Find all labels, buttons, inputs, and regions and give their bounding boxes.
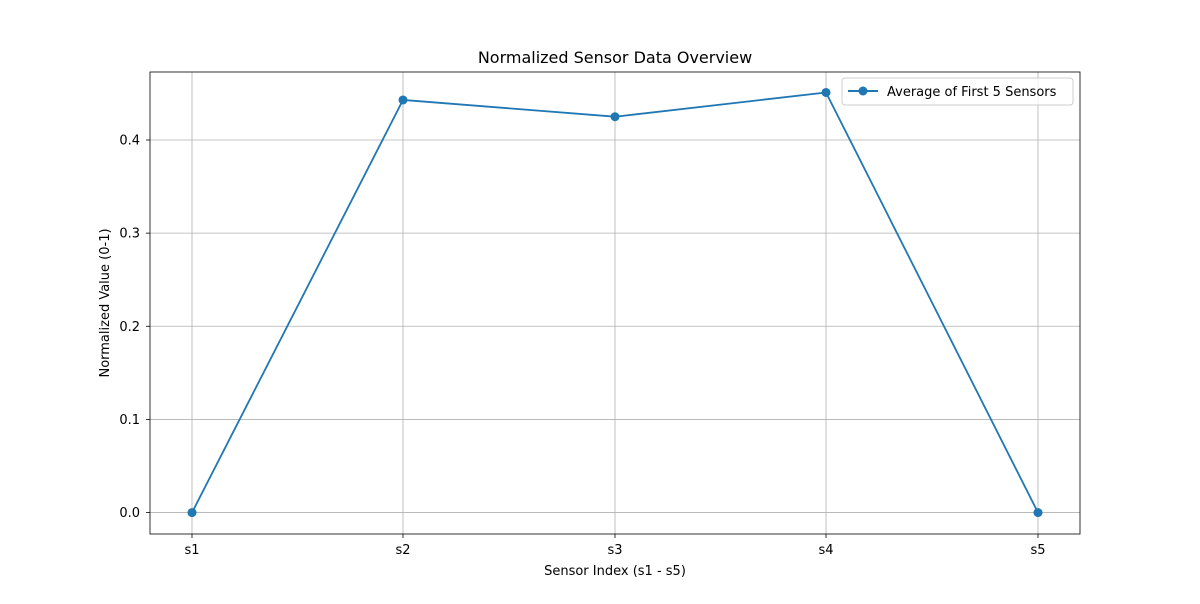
data-point <box>1033 508 1043 518</box>
tick-labels: s1 s2 s3 s4 s5 0.0 0.1 0.2 0.3 0.4 <box>119 133 1045 558</box>
chart-title: Normalized Sensor Data Overview <box>478 48 752 67</box>
legend-label: Average of First 5 Sensors <box>887 85 1057 100</box>
x-tick-label: s1 <box>184 543 199 558</box>
x-tick-label: s2 <box>395 543 410 558</box>
y-tick-label: 0.3 <box>119 227 140 242</box>
grid-lines <box>150 72 1080 534</box>
data-point <box>821 87 831 97</box>
data-point <box>187 508 197 518</box>
axes <box>146 71 1081 538</box>
y-tick-label: 0.0 <box>119 506 140 521</box>
series-layer <box>187 87 1043 518</box>
x-tick-label: s5 <box>1030 543 1045 558</box>
y-tick-label: 0.2 <box>119 320 140 335</box>
plot-frame <box>149 71 1081 535</box>
y-tick-label: 0.1 <box>119 413 140 428</box>
legend-marker <box>858 86 868 96</box>
legend: Average of First 5 Sensors <box>841 77 1074 106</box>
legend-frame <box>841 77 1074 106</box>
x-tick-label: s4 <box>818 543 833 558</box>
data-point <box>610 112 620 122</box>
x-tick-label: s3 <box>607 543 622 558</box>
data-point <box>398 95 408 105</box>
x-axis-label: Sensor Index (s1 - s5) <box>544 564 686 579</box>
y-axis-label: Normalized Value (0-1) <box>98 228 113 377</box>
y-tick-label: 0.4 <box>119 133 140 148</box>
